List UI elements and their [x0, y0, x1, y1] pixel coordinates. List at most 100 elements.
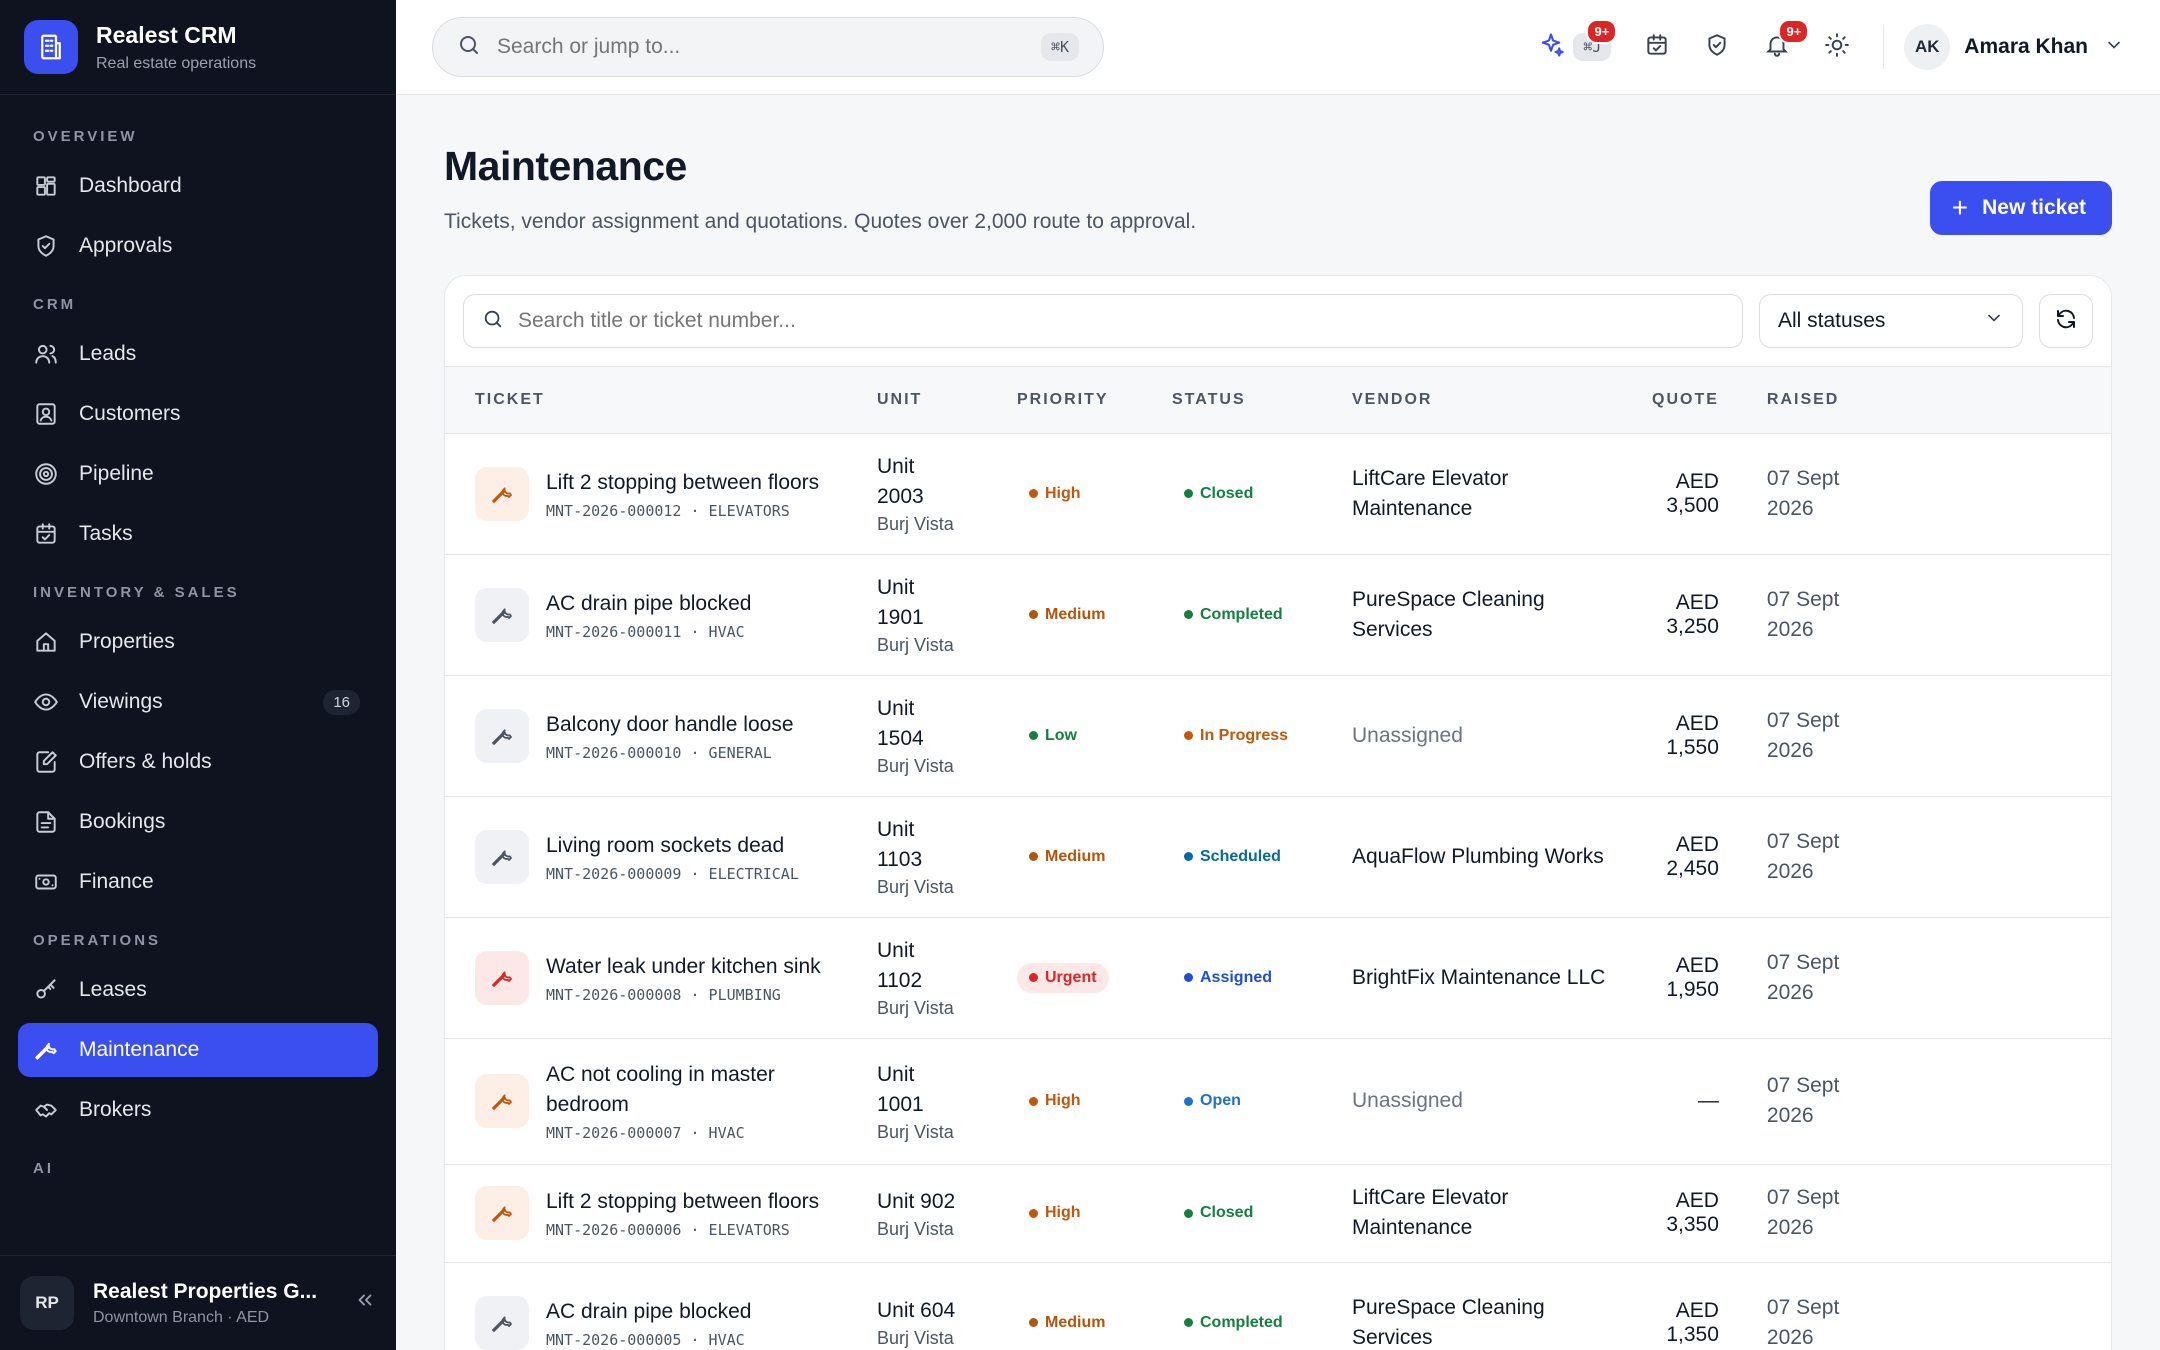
status-badge: Closed [1172, 479, 1265, 509]
status-badge: Open [1172, 1086, 1253, 1116]
calendar-button[interactable] [1635, 25, 1679, 69]
refresh-button[interactable] [2039, 294, 2093, 348]
ticket-title[interactable]: AC drain pipe blocked [546, 1299, 752, 1323]
raised-date: 07 Sept 2026 [1766, 950, 1840, 1004]
sidebar-item-bookings[interactable]: Bookings [18, 795, 378, 849]
table-row[interactable]: Lift 2 stopping between floors MNT-2026-0… [445, 433, 2111, 555]
page-title: Maintenance [444, 143, 687, 189]
status-filter-select[interactable]: All statuses [1759, 294, 2023, 348]
vendor-name: PureSpace Cleaning Services [1352, 587, 1545, 641]
quote-cell: AED 2,450 [1652, 796, 1767, 918]
column-header-vendor[interactable]: VENDOR [1352, 367, 1652, 434]
ticket-title[interactable]: Water leak under kitchen sink [546, 954, 821, 978]
column-header-quote[interactable]: QUOTE [1652, 367, 1767, 434]
ticket-cell: AC not cooling in master bedroom MNT-2026… [445, 1038, 877, 1165]
priority-label: Medium [1045, 605, 1106, 623]
home-icon [33, 629, 59, 655]
status-label: Closed [1200, 484, 1254, 502]
wrench-icon [475, 1186, 529, 1240]
table-header-row: TICKET UNIT PRIORITY STATUS VENDOR QUOTE… [445, 367, 2111, 434]
status-label: Completed [1200, 605, 1283, 623]
sidebar-item-leads[interactable]: Leads [18, 327, 378, 381]
raised-cell: 07 Sept 2026 [1766, 1038, 2111, 1165]
sidebar-item-approvals[interactable]: Approvals [18, 219, 378, 273]
ai-assistant-button[interactable]: ⌘J 9+ [1537, 19, 1618, 69]
column-header-ticket[interactable]: TICKET [445, 367, 877, 434]
column-header-unit[interactable]: UNIT [877, 367, 1017, 434]
raised-cell: 07 Sept 2026 [1766, 675, 2111, 797]
table-row[interactable]: Water leak under kitchen sink MNT-2026-00… [445, 917, 2111, 1039]
priority-cell: Medium [1017, 796, 1172, 918]
sidebar-item-customers[interactable]: Customers [18, 387, 378, 441]
ticket-title[interactable]: Living room sockets dead [546, 833, 785, 857]
quote-amount: — [1697, 1089, 1719, 1112]
vendor-cell: Unassigned [1352, 675, 1652, 797]
quote-amount: AED 3,500 [1666, 469, 1719, 517]
vendor-cell: AquaFlow Plumbing Works [1352, 796, 1652, 918]
ticket-search[interactable] [463, 294, 1743, 348]
ticket-title[interactable]: AC not cooling in master bedroom [546, 1063, 775, 1116]
column-header-status[interactable]: STATUS [1172, 367, 1352, 434]
unit-cell: Unit 2003 Burj Vista [877, 433, 1017, 555]
priority-cell: High [1017, 1038, 1172, 1165]
ticket-title[interactable]: Balcony door handle loose [546, 712, 794, 736]
wrench-icon [475, 466, 529, 521]
sidebar-item-maintenance[interactable]: Maintenance [18, 1023, 378, 1077]
raised-cell: 07 Sept 2026 [1766, 917, 2111, 1039]
sidebar-item-label: Offers & holds [79, 750, 212, 773]
notifications-button[interactable]: 9+ [1755, 19, 1810, 69]
dashboard-icon [33, 173, 59, 199]
edit-doc-icon [33, 749, 59, 775]
topbar: ⌘K ⌘J 9+ [396, 0, 2160, 95]
ticket-search-input[interactable] [518, 309, 1724, 333]
org-switcher[interactable]: RP Realest Properties G... Downtown Bran… [0, 1255, 396, 1350]
sidebar-item-dashboard[interactable]: Dashboard [18, 159, 378, 213]
global-search[interactable]: ⌘K [432, 17, 1104, 77]
table-row[interactable]: Lift 2 stopping between floors MNT-2026-0… [445, 1164, 2111, 1263]
sidebar-item-label: Maintenance [79, 1038, 200, 1061]
table-row[interactable]: AC drain pipe blocked MNT-2026-000005 · H… [445, 1262, 2111, 1350]
sidebar-item-pipeline[interactable]: Pipeline [18, 447, 378, 501]
ticket-cell: Living room sockets dead MNT-2026-000009 … [445, 796, 877, 918]
table-row[interactable]: AC drain pipe blocked MNT-2026-000011 · H… [445, 554, 2111, 676]
unit-building: Burj Vista [877, 1218, 954, 1239]
ticket-title[interactable]: Lift 2 stopping between floors [546, 470, 820, 494]
column-header-raised[interactable]: RAISED [1766, 367, 2111, 434]
security-button[interactable] [1695, 25, 1739, 69]
status-cell: Completed [1172, 1262, 1352, 1350]
status-label: Assigned [1200, 968, 1273, 986]
sidebar-item-viewings[interactable]: Viewings 16 [18, 675, 378, 729]
sidebar-item-offers-and-holds[interactable]: Offers & holds [18, 735, 378, 789]
chevron-down-icon [1984, 308, 2004, 334]
user-menu[interactable]: AK Amara Khan [1904, 24, 2124, 70]
brand[interactable]: Realest CRM Real estate operations [0, 0, 396, 95]
sidebar-item-properties[interactable]: Properties [18, 615, 378, 669]
quote-amount: AED 2,450 [1666, 832, 1719, 880]
ticket-title[interactable]: AC drain pipe blocked [546, 591, 752, 615]
sidebar-item-leases[interactable]: Leases [18, 963, 378, 1017]
building-logo-icon [24, 20, 78, 74]
vendor-cell: BrightFix Maintenance LLC [1352, 917, 1652, 1039]
priority-cell: Low [1017, 675, 1172, 797]
sidebar-item-tasks[interactable]: Tasks [18, 507, 378, 561]
sidebar-item-brokers[interactable]: Brokers [18, 1083, 378, 1137]
org-name: Realest Properties G... [93, 1279, 318, 1303]
sidebar-item-finance[interactable]: Finance [18, 855, 378, 909]
theme-toggle-button[interactable] [1815, 25, 1859, 69]
table-row[interactable]: Balcony door handle loose MNT-2026-000010… [445, 675, 2111, 797]
table-row[interactable]: AC not cooling in master bedroom MNT-2026… [445, 1038, 2111, 1165]
raised-cell: 07 Sept 2026 [1766, 796, 2111, 918]
vendor-cell: Unassigned [1352, 1038, 1652, 1165]
new-ticket-button[interactable]: + New ticket [1929, 181, 2112, 235]
priority-cell: High [1017, 433, 1172, 555]
column-header-priority[interactable]: PRIORITY [1017, 367, 1172, 434]
ticket-title[interactable]: Lift 2 stopping between floors [546, 1190, 820, 1213]
unit-number: Unit 1001 [877, 1062, 924, 1116]
quote-amount: AED 1,350 [1666, 1298, 1719, 1346]
table-row[interactable]: Living room sockets dead MNT-2026-000009 … [445, 796, 2111, 918]
sidebar-item-label: Bookings [79, 810, 166, 833]
global-search-input[interactable] [497, 35, 1041, 59]
priority-badge: Low [1017, 721, 1089, 751]
priority-badge: High [1017, 1086, 1093, 1116]
collapse-sidebar-icon[interactable] [354, 1289, 376, 1317]
